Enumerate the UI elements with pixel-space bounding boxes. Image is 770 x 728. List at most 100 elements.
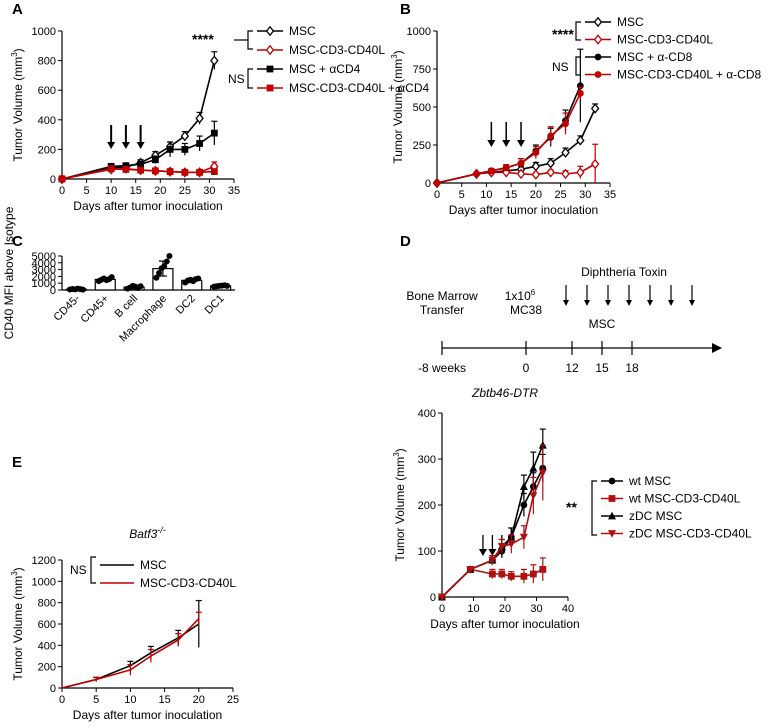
y-axis-label-text: Tumor Volume (mm [393, 457, 407, 562]
y-axis-label: Tumor Volume (mm3) [390, 50, 405, 163]
x-tick-label: 35 [604, 189, 616, 201]
x-tick-label: 5 [84, 185, 90, 197]
data-point [519, 533, 528, 542]
timeline-cells-line1: 1x106 [505, 288, 536, 303]
legend-label: wt MSC-CD3-CD40L [628, 492, 741, 506]
data-point [195, 275, 202, 282]
y-axis-label-text: Tumor Volume (mm [11, 576, 25, 681]
x-tick-label: 20 [499, 603, 511, 615]
legend-label: zDC MSC [629, 509, 683, 523]
legend-label: MSC + αCD4 [289, 62, 361, 76]
y-tick-label: 400 [38, 115, 56, 127]
data-point [473, 170, 480, 178]
x-tick-label: 0 [439, 603, 445, 615]
series-3 [58, 165, 218, 183]
x-tick-label: 20 [193, 694, 205, 706]
treatment-arrowhead [107, 142, 116, 149]
panel-label-b: B [400, 1, 411, 18]
y-axis-label-text: Tumor Volume (mm [391, 59, 405, 164]
chart-title-sup: -/- [157, 525, 166, 535]
series-line [436, 163, 596, 184]
timeline-cells-line2: MC38 [510, 303, 542, 317]
legend-label: MSC-CD3-CD40L + αCD4 [289, 81, 430, 95]
y-axis-label: Tumor Volume (mm3) [392, 448, 407, 561]
bracket [575, 21, 581, 41]
y-axis-label-end: ) [11, 48, 25, 52]
data-point [108, 274, 115, 281]
series-0 [61, 599, 202, 689]
y-axis-label: Tumor Volume (mm3) [10, 48, 25, 161]
toxin-arrowhead [584, 300, 590, 306]
data-point [520, 501, 528, 509]
series-3 [433, 86, 584, 187]
data-point [153, 274, 160, 281]
data-point [181, 146, 189, 153]
legend-label: MSC-CD3-CD40L + α-CD8 [617, 68, 762, 82]
legend-marker [608, 530, 616, 538]
legend-marker [594, 71, 602, 78]
x-tick-label: 30 [530, 603, 542, 615]
data-point [529, 464, 538, 472]
data-point [519, 482, 528, 490]
data-point [122, 162, 130, 170]
data-point [210, 168, 218, 175]
y-axis-label-end: ) [11, 567, 25, 571]
treatment-arrowhead [121, 142, 130, 149]
y-tick-label: 1000 [32, 576, 56, 588]
timeline-tick-label: 18 [625, 361, 639, 375]
series-3 [438, 444, 547, 602]
y-tick-label: 3000 [32, 265, 56, 277]
bracket [247, 30, 253, 50]
legend-label: MSC-CD3-CD40L [140, 576, 236, 590]
treatment-arrowhead [502, 140, 511, 147]
treatment-arrowhead [517, 140, 526, 147]
legend-label: MSC [617, 15, 644, 29]
chart-e: 0 5 10 15 20 25 0 200 400 600 800 1000 1200 Days afte… [10, 525, 239, 722]
x-tick-label: CD45+ [78, 293, 111, 326]
data-point [516, 168, 526, 180]
data-point [181, 168, 189, 176]
data-point [487, 167, 495, 175]
x-tick-label: 15 [505, 189, 517, 201]
data-point [531, 169, 541, 180]
y-tick-label: 0 [50, 285, 56, 297]
panel-label-a: A [12, 1, 23, 18]
legend-marker [266, 65, 274, 73]
data-point [538, 469, 547, 477]
timeline-msc-label: MSC [589, 317, 616, 331]
y-tick-label: 800 [38, 56, 56, 68]
y-axis-label-text: Tumor Volume (mm [11, 57, 25, 162]
data-point [196, 168, 203, 176]
y-tick-label: 750 [413, 64, 431, 76]
y-tick-label: 500 [413, 102, 431, 114]
timeline-tick-label: 0 [523, 361, 530, 375]
data-point [590, 158, 600, 170]
legend-label: MSC-CD3-CD40L [617, 33, 713, 47]
data-point [529, 570, 537, 578]
timeline-toxin-label: Diphtheria Toxin [581, 265, 667, 279]
legend-marker [593, 16, 603, 28]
series-1 [61, 611, 202, 689]
ns-label: NS [70, 563, 87, 577]
bracket [591, 480, 597, 536]
treatment-arrowhead [487, 140, 496, 147]
x-tick-label: 15 [158, 694, 170, 706]
timeline-tick-label: 15 [595, 361, 609, 375]
x-tick-label: 10 [480, 189, 492, 201]
toxin-arrows [563, 285, 695, 306]
y-tick-label: 1200 [32, 555, 56, 567]
y-tick-label: 800 [38, 598, 56, 610]
x-tick-label: 5 [459, 189, 465, 201]
legend-marker [265, 25, 275, 37]
legend-marker [608, 495, 616, 502]
y-axis-label-end: ) [391, 50, 405, 54]
y-tick-label: 200 [418, 500, 436, 512]
y-tick-label: 1000 [407, 26, 431, 38]
toxin-arrowhead [689, 300, 695, 306]
y-tick-label: 100 [418, 546, 436, 558]
y-tick-label: 5000 [32, 251, 56, 263]
legend-marker [265, 44, 275, 56]
